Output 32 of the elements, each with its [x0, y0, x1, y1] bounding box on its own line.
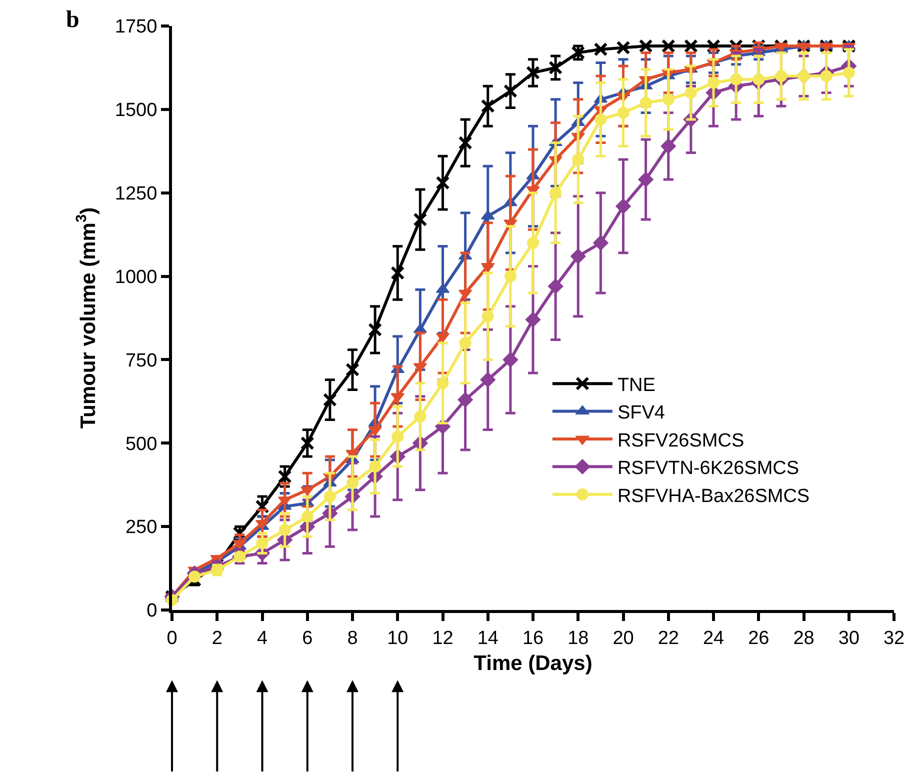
x-tick-label: 10: [387, 628, 408, 649]
x-tick-label: 26: [748, 628, 770, 649]
x-axis-title: Time (Days): [474, 652, 592, 675]
x-tick-label: 28: [793, 628, 814, 649]
x-tick-label: 4: [256, 628, 268, 649]
y-tick-label: 500: [125, 434, 158, 455]
x-tick-label: 22: [658, 628, 679, 649]
y-tick-label: 1250: [114, 184, 158, 205]
legend-label: SFV4: [617, 402, 666, 424]
x-tick-label: 14: [477, 628, 499, 649]
y-tick-label: 1000: [114, 266, 158, 288]
y-tick-label: 0: [146, 600, 158, 622]
legend-label: RSFVTN-6K26SMCS: [617, 458, 800, 480]
legend-label: TNE: [617, 374, 656, 396]
x-tick-label: 32: [883, 628, 905, 649]
x-tick-label: 30: [838, 628, 860, 649]
x-tick-label: 12: [432, 628, 454, 649]
y-tick-label: 250: [125, 517, 158, 538]
y-tick-label: 1500: [114, 100, 158, 122]
y-tick-label: 1750: [114, 16, 158, 38]
text: b: [66, 7, 80, 33]
x-tick-label: 24: [702, 628, 724, 649]
x-tick-label: 8: [347, 628, 358, 649]
x-tick-label: 16: [522, 628, 544, 649]
x-tick-label: 2: [212, 628, 222, 649]
x-tick-label: 6: [302, 628, 313, 649]
legend-label: RSFVHA-Bax26SMCS: [617, 486, 810, 507]
y-tick-label: 750: [125, 350, 158, 372]
x-tick-label: 20: [612, 628, 634, 649]
x-tick-label: 18: [568, 628, 589, 649]
legend-label: RSFV26SMCS: [617, 430, 744, 452]
x-tick-label: 0: [166, 628, 178, 649]
